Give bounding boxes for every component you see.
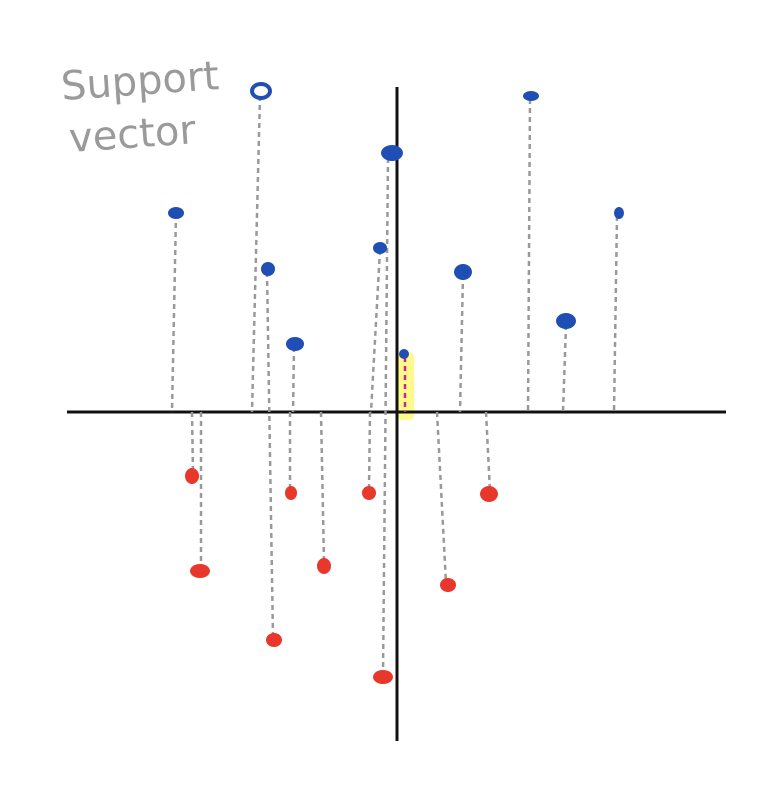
projection-line	[367, 411, 372, 491]
annotation-line-1: Support	[59, 53, 220, 110]
annotation-line-2: vector	[67, 107, 197, 162]
blue-projections	[170, 95, 619, 413]
projection-line	[369, 249, 382, 413]
blue-point	[373, 242, 387, 254]
blue-point	[523, 91, 539, 101]
red-point	[317, 558, 331, 574]
blue-point	[168, 207, 184, 219]
red-point	[373, 670, 393, 684]
blue-point	[261, 262, 275, 276]
red-point	[480, 486, 498, 502]
projection-line	[381, 157, 390, 675]
projection-line	[526, 98, 532, 413]
blue-point	[250, 82, 272, 100]
blue-point	[556, 313, 576, 329]
red-point	[285, 486, 297, 500]
red-point	[440, 578, 456, 592]
projection-line	[319, 411, 326, 564]
red-points	[185, 468, 498, 684]
blue-point	[381, 145, 403, 161]
projection-line	[265, 271, 275, 639]
blue-point	[286, 337, 304, 351]
projection-line	[612, 215, 619, 413]
projection-line	[458, 274, 465, 413]
projection-line	[291, 346, 296, 413]
projection-line	[561, 324, 568, 413]
red-projections	[190, 157, 492, 675]
blue-points	[168, 82, 624, 359]
blue-point	[614, 207, 624, 219]
red-point	[362, 486, 376, 500]
blue-point	[454, 264, 472, 280]
projection-line	[484, 411, 492, 493]
blue-point support-vector	[399, 349, 409, 359]
red-point	[190, 564, 210, 578]
projection-line	[250, 95, 262, 413]
projection-line	[190, 411, 195, 475]
red-point	[266, 633, 282, 647]
red-point	[185, 468, 199, 484]
projection-line	[170, 213, 178, 413]
projection-line	[435, 411, 448, 584]
